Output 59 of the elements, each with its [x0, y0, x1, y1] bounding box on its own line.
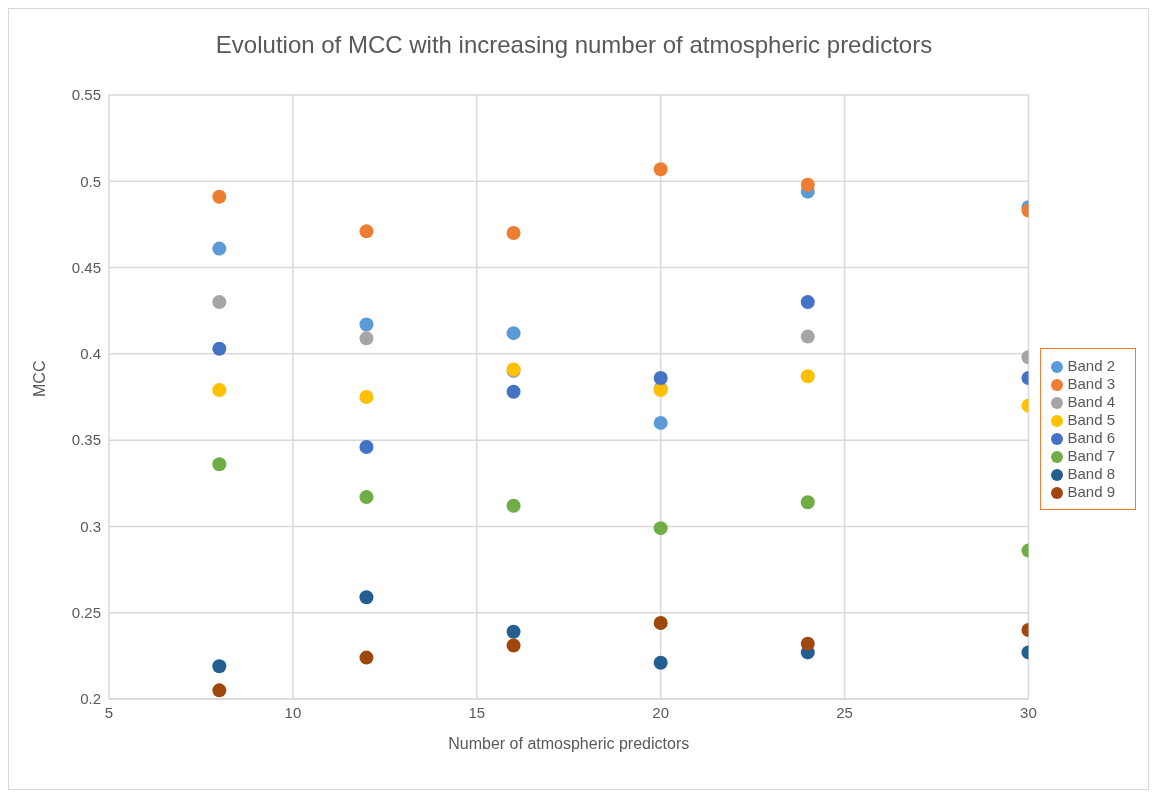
x-tick-label: 5 [104, 703, 114, 721]
y-tick-label: 0.4 [80, 345, 101, 363]
point [212, 189, 227, 204]
y-tick-label: 0.35 [71, 431, 101, 449]
point [359, 490, 374, 505]
x-tick-label: 25 [836, 703, 853, 721]
y-tick-label: 0.3 [80, 517, 101, 535]
point [653, 655, 668, 670]
point [212, 341, 227, 356]
point [653, 415, 668, 430]
x-tick-label: 20 [652, 703, 670, 721]
point [800, 636, 815, 651]
point [359, 590, 374, 605]
point [212, 295, 227, 310]
y-tick-label: 0.25 [71, 604, 101, 622]
point [212, 457, 227, 472]
point [506, 638, 521, 653]
legend-label: Band 5 [1067, 411, 1115, 428]
y-tick-label: 0.5 [80, 172, 101, 190]
point [359, 331, 374, 346]
point [653, 371, 668, 386]
legend-label: Band 7 [1067, 447, 1115, 464]
point [800, 177, 815, 192]
legend-label: Band 3 [1067, 375, 1115, 392]
point [800, 369, 815, 384]
x-tick-label: 15 [468, 703, 486, 721]
point [359, 440, 374, 455]
point [506, 384, 521, 399]
point [212, 659, 227, 674]
point [359, 224, 374, 239]
point [800, 495, 815, 510]
y-tick-label: 0.45 [71, 258, 101, 276]
point [800, 295, 815, 310]
point [800, 329, 815, 344]
point [359, 317, 374, 332]
point [653, 521, 668, 536]
point [506, 226, 521, 241]
legend-label: Band 2 [1067, 357, 1115, 374]
point [212, 241, 227, 256]
point [506, 498, 521, 513]
point [653, 616, 668, 631]
legend-label: Band 9 [1067, 483, 1115, 500]
point [212, 383, 227, 398]
point [506, 624, 521, 639]
y-tick-label: 0.2 [80, 690, 101, 708]
legend-label: Band 8 [1067, 465, 1115, 482]
x-axis-title: Number of atmospheric predictors [448, 735, 690, 752]
x-tick-label: 10 [284, 703, 302, 721]
point [653, 162, 668, 177]
chart-title: Evolution of MCC with increasing number of atmospheric predictors [214, 31, 934, 59]
y-tick-label: 0.55 [71, 86, 101, 104]
point [359, 390, 374, 404]
legend-label: Band 6 [1067, 429, 1115, 446]
point [359, 650, 374, 665]
point [212, 683, 227, 698]
x-tick-label: 30 [1020, 703, 1037, 721]
legend-label: Band 4 [1067, 393, 1115, 410]
point [506, 326, 521, 341]
y-axis-title: MCC [30, 360, 48, 397]
